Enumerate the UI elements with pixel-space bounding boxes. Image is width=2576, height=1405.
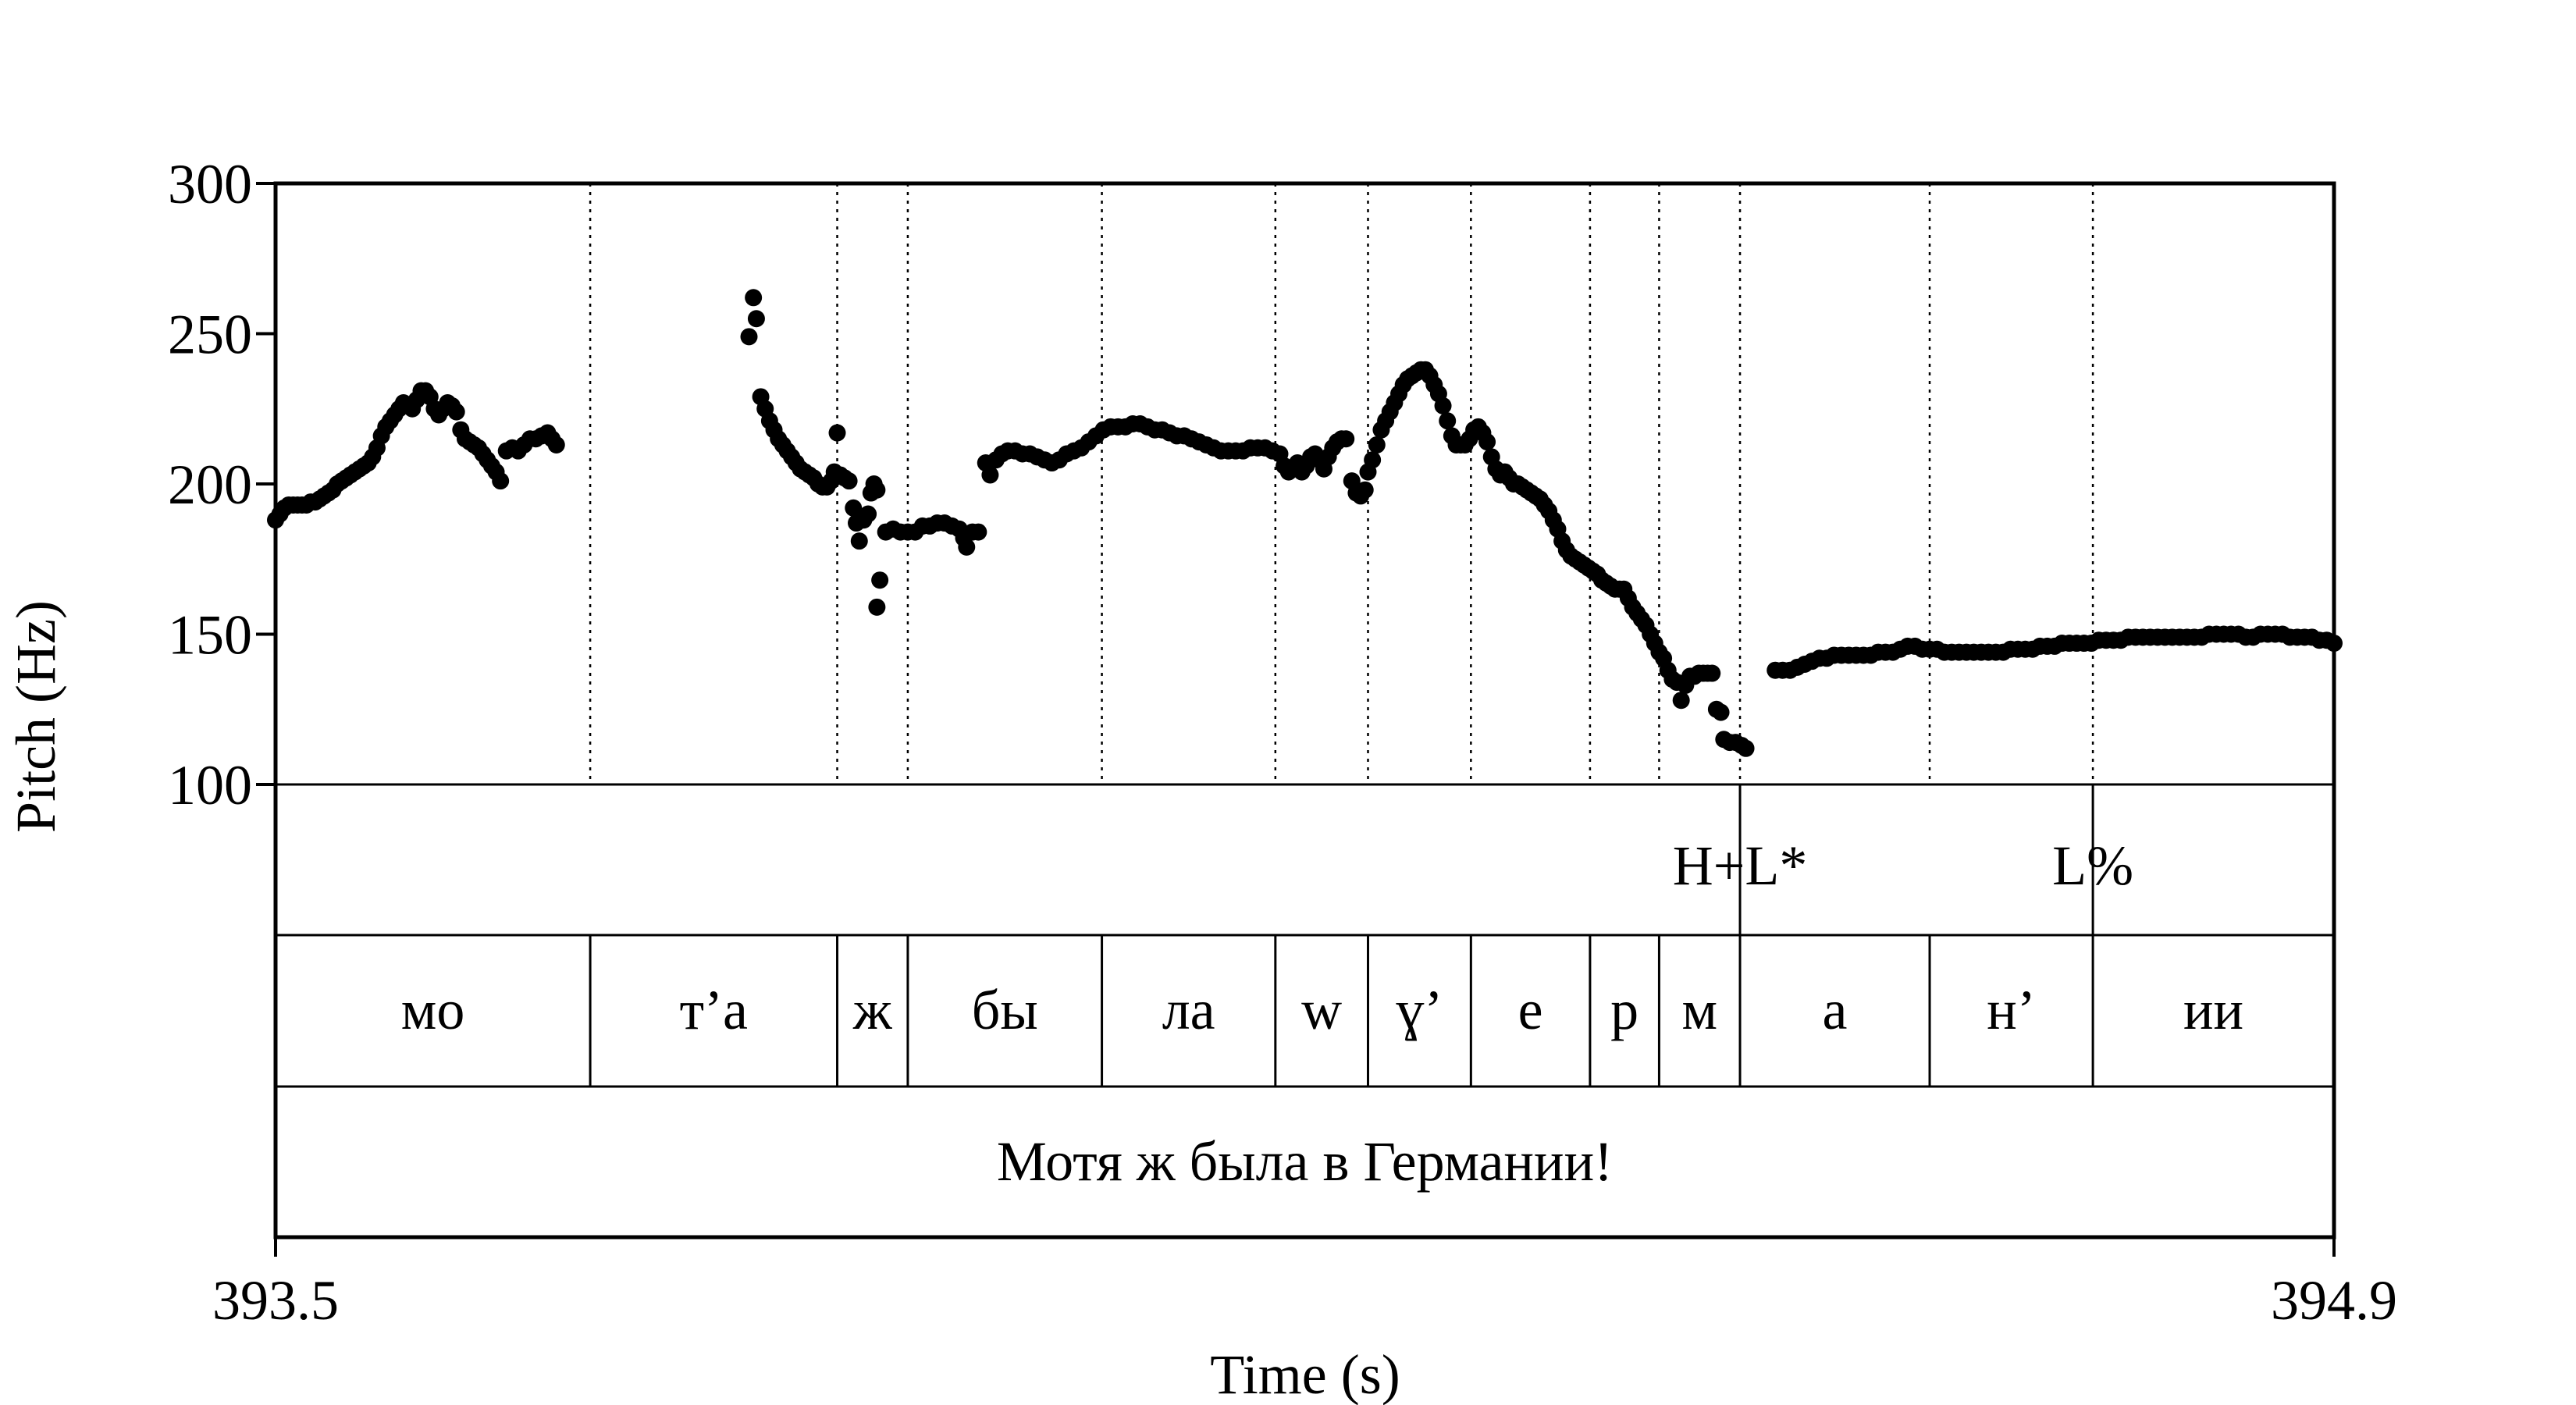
y-axis-ticks: 100 150 200 250 300: [168, 153, 276, 816]
pitch-point: [1712, 703, 1730, 721]
pitch-point: [1364, 451, 1382, 469]
boundary-lines: [589, 183, 2094, 784]
pitch-point: [1737, 739, 1755, 757]
pitch-point: [740, 328, 758, 346]
segment-label: ɣ’: [1396, 979, 1443, 1041]
pitch-point: [547, 436, 565, 454]
pitch-point: [492, 472, 510, 490]
pitch-point: [447, 403, 465, 421]
annotation-tiers: H+L* L% мо т’а ж бы ла w ɣ’ е р м а н’ ии Мотя ж была в…: [276, 783, 2334, 1193]
pitch-point: [1368, 436, 1386, 454]
pitch-point: [745, 289, 763, 307]
segment-label: а: [1823, 979, 1848, 1041]
pitch-point: [871, 571, 889, 589]
pitch-point: [845, 499, 863, 517]
pitch-point: [1478, 433, 1496, 451]
segment-label: р: [1610, 979, 1638, 1041]
segment-label: ии: [2183, 979, 2243, 1041]
segment-label: бы: [972, 979, 1038, 1041]
tone-label: H+L*: [1673, 834, 1808, 897]
segment-label: w: [1301, 979, 1342, 1041]
pitch-point: [840, 472, 858, 490]
y-tick-label: 200: [168, 454, 252, 516]
x-axis-title: Time (s): [1210, 1343, 1400, 1405]
segment-label: мо: [401, 979, 465, 1041]
pitch-point: [850, 532, 868, 550]
y-tick-label: 250: [168, 304, 252, 366]
pitch-point: [1439, 412, 1457, 430]
pitch-point: [868, 481, 886, 499]
x-axis-ticks: 393.5 394.9: [212, 1237, 2397, 1332]
segment-label: т’а: [680, 979, 748, 1041]
segment-label: н’: [1987, 979, 2036, 1041]
pitch-point: [868, 598, 886, 616]
pitch-point: [1337, 430, 1355, 448]
pitch-point: [859, 505, 877, 523]
tone-label: L%: [2052, 834, 2133, 897]
y-tick-label: 150: [168, 604, 252, 667]
x-tick-label: 393.5: [212, 1269, 339, 1332]
y-axis-title: Pitch (Hz): [5, 600, 67, 833]
plot-frame: [273, 181, 2336, 1240]
sentence-label: Мотя ж была в Германии!: [997, 1130, 1613, 1193]
pitch-point: [1672, 692, 1690, 710]
pitch-points: [267, 289, 2343, 757]
pitch-point: [747, 310, 765, 328]
segment-label: м: [1681, 979, 1717, 1041]
y-tick-label: 100: [168, 754, 252, 816]
pitch-point: [1356, 481, 1374, 499]
pitch-point: [1703, 664, 1721, 682]
pitch-point: [1434, 397, 1452, 414]
segment-label: ж: [852, 979, 893, 1041]
y-tick-label: 300: [168, 153, 252, 215]
segment-label: е: [1518, 979, 1543, 1041]
pitch-point: [981, 466, 999, 484]
frame-border: [273, 181, 2336, 1240]
pitch-point: [958, 538, 976, 556]
x-tick-label: 394.9: [2271, 1269, 2397, 1332]
pitch-point: [828, 424, 846, 442]
pitch-point: [970, 523, 987, 541]
segment-label: ла: [1162, 979, 1215, 1041]
